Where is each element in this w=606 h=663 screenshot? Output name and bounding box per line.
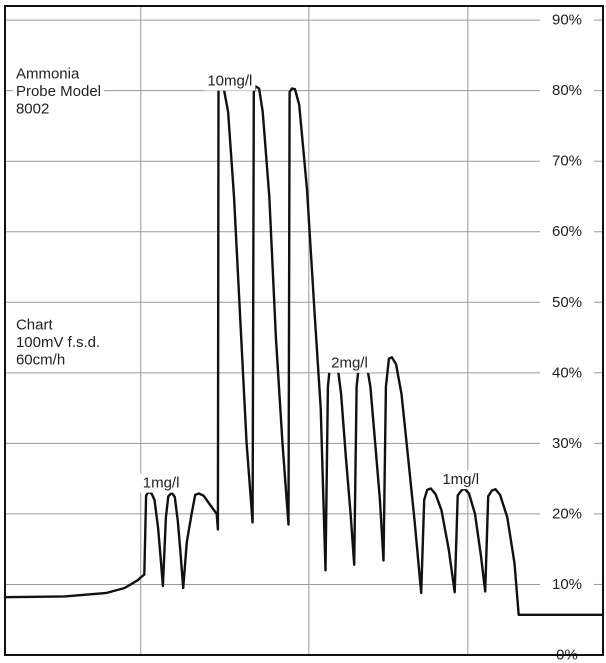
y-tick-label: 30% <box>552 435 582 452</box>
label-backing <box>12 81 105 101</box>
plot-frame <box>4 5 604 656</box>
label-backing <box>12 64 83 84</box>
series-group <box>3 83 605 616</box>
tick-label-backing <box>549 292 585 312</box>
tick-label-backing <box>549 10 585 30</box>
series-label: 1mg/l <box>442 471 479 488</box>
tick-label-backing <box>549 363 585 383</box>
series-line <box>3 83 605 616</box>
label-backing <box>12 333 104 353</box>
annotation-text: Chart <box>16 317 54 334</box>
label-backing <box>328 353 371 373</box>
y-tick-label: 80% <box>552 82 582 99</box>
label-backing <box>12 315 57 335</box>
tick-label-backing <box>549 151 585 171</box>
y-tick-label: 20% <box>552 505 582 522</box>
y-tick-label: 60% <box>552 223 582 240</box>
annotation-text: 100mV f.s.d. <box>16 334 100 351</box>
annotation-text: Ammonia <box>16 65 80 82</box>
annotation-text: 8002 <box>16 100 49 117</box>
label-backing <box>12 99 53 119</box>
y-tick-label: 70% <box>552 153 582 170</box>
y-tick-label: 90% <box>552 12 582 29</box>
label-backing <box>204 71 256 91</box>
series-label: 10mg/l <box>207 73 252 90</box>
label-backing <box>12 350 69 370</box>
annotation-text: 60cm/h <box>16 352 65 369</box>
y-axis-ticks: 0%10%20%30%40%50%60%70%80%90% <box>549 10 585 663</box>
tick-label-backing <box>549 222 585 242</box>
series-label: 1mg/l <box>143 475 180 492</box>
tick-label-backing <box>549 81 585 101</box>
tick-label-backing <box>549 574 585 594</box>
tick-label-backing <box>549 433 585 453</box>
series-label: 2mg/l <box>331 355 368 372</box>
y-tick-label: 50% <box>552 294 582 311</box>
y-tick-label: 40% <box>552 364 582 381</box>
tick-label-backing <box>549 504 585 524</box>
annotation-text: Probe Model <box>16 83 101 100</box>
label-backing <box>139 473 183 493</box>
y-tick-label: 10% <box>552 576 582 593</box>
label-backing <box>439 470 483 490</box>
